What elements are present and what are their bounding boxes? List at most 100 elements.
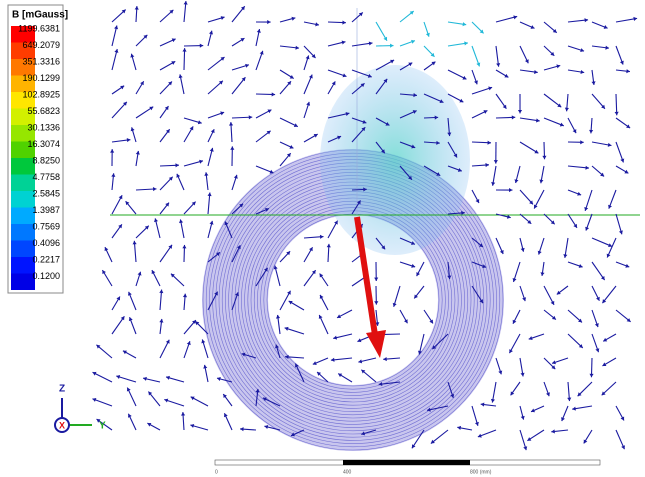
field-arrow-head <box>496 63 500 67</box>
field-arrow-head <box>509 188 512 192</box>
legend-swatch <box>11 257 35 274</box>
legend-swatch <box>11 175 35 192</box>
field-arrow-head <box>210 148 214 152</box>
field-arrow-head <box>208 192 212 196</box>
field-arrow-head <box>320 235 324 239</box>
field-hotspot <box>320 65 470 255</box>
legend-label: 102.8925 <box>22 89 60 99</box>
field-arrow-head <box>264 425 268 429</box>
field-arrow-head <box>390 44 393 48</box>
legend-label: 0.2217 <box>32 254 60 264</box>
field-arrow-head <box>190 424 194 428</box>
field-arrow-head <box>257 29 261 33</box>
field-arrow-head <box>154 218 158 222</box>
field-arrow-head <box>110 149 114 152</box>
field-arrow-head <box>619 230 623 234</box>
field-arrow-head <box>199 160 203 164</box>
legend-title: B [mGauss] <box>12 10 68 21</box>
field-arrow-head <box>331 358 335 362</box>
field-arrow-head <box>114 49 118 53</box>
field-arrow-head <box>182 245 186 248</box>
field-arrow-head <box>153 187 157 191</box>
field-arrow-head <box>514 179 518 183</box>
triad-y-label: Y <box>99 421 106 432</box>
legend-label: 16.3074 <box>27 139 60 149</box>
field-arrow-head <box>342 20 345 24</box>
field-arrow-head <box>374 278 378 281</box>
field-arrow-head <box>267 20 270 24</box>
legend-label: 30.1336 <box>27 122 60 132</box>
center-vector-head <box>366 330 386 358</box>
field-arrow-head <box>159 319 163 323</box>
field-arrow-head <box>626 69 630 73</box>
field-plot: B [mGauss] 1199.6381649.2079351.3316190.… <box>0 0 645 477</box>
field-arrow-head <box>181 412 185 416</box>
legend-label: 4.7758 <box>32 172 60 182</box>
field-arrow-head <box>133 241 137 245</box>
field-arrow-head <box>276 315 280 319</box>
field-arrow-head <box>521 416 525 420</box>
field-arrow-head <box>615 112 619 115</box>
field-arrow-head <box>589 374 593 377</box>
scale-label: 400 <box>343 469 352 475</box>
legend-swatch <box>11 191 35 208</box>
legend-swatch <box>11 241 35 258</box>
field-arrow-head <box>229 122 233 126</box>
viewport: B [mGauss] 1199.6381649.2079351.3316190.… <box>0 0 645 477</box>
field-arrow-head <box>487 141 491 145</box>
field-arrow-head <box>513 15 517 19</box>
legend-label: 0.4096 <box>32 238 60 248</box>
field-arrow-head <box>295 46 299 50</box>
triad-z-label: Z <box>59 384 65 395</box>
field-arrow-head <box>272 92 275 96</box>
field-arrow-head <box>584 18 588 22</box>
field-arrow-head <box>230 146 234 149</box>
field-arrow-head <box>342 41 346 45</box>
field-arrow-head <box>521 248 525 252</box>
field-arrow-head <box>383 357 387 361</box>
field-arrow-head <box>135 6 139 10</box>
legend-swatch <box>11 158 35 175</box>
field-arrow-head <box>485 163 489 167</box>
field-arrow-head <box>143 377 147 381</box>
field-arrow-head <box>200 44 203 48</box>
field-arrow-head <box>210 221 214 225</box>
legend-label: 8.8250 <box>32 155 60 165</box>
field-arrow-head <box>240 427 244 431</box>
field-arrow-head <box>567 397 571 401</box>
legend-label: 0.7569 <box>32 221 60 231</box>
field-arrow-head <box>209 31 213 35</box>
legend-swatch <box>11 208 35 225</box>
field-arrow-head <box>565 108 569 112</box>
legend-swatch <box>11 224 35 241</box>
field-arrow-head <box>374 301 378 304</box>
legend-label: 351.3316 <box>22 56 60 66</box>
field-arrow-head <box>580 140 583 144</box>
field-arrow-head <box>111 173 115 177</box>
field-arrow-head <box>358 359 362 363</box>
field-arrow-head <box>589 130 593 134</box>
legend-label: 1.3987 <box>32 205 60 215</box>
field-arrow-head <box>114 25 118 29</box>
field-arrow-head <box>327 244 331 248</box>
field-arrow-head <box>494 160 498 163</box>
field-arrow-head <box>184 1 188 5</box>
legend-label: 649.2079 <box>22 40 60 50</box>
legend-swatch <box>11 274 35 291</box>
field-arrow-head <box>179 74 183 78</box>
field-arrow-head <box>585 166 589 170</box>
field-arrow-head <box>159 290 163 294</box>
field-arrow-head <box>182 48 186 51</box>
triad-x-label: X <box>59 420 65 430</box>
legend-label: 1199.6381 <box>18 23 60 33</box>
field-arrow-head <box>518 110 522 113</box>
field-arrow-head <box>481 403 485 407</box>
axis-triad: Z X Y <box>55 384 106 432</box>
field-arrow-head <box>130 54 134 58</box>
field-arrow-head <box>512 115 516 119</box>
field-arrow-head <box>333 336 337 340</box>
field-arrow-head <box>556 64 560 68</box>
field-arrow-head <box>291 17 295 21</box>
field-arrow-head <box>183 294 187 298</box>
scale-label: 0 <box>215 469 218 475</box>
